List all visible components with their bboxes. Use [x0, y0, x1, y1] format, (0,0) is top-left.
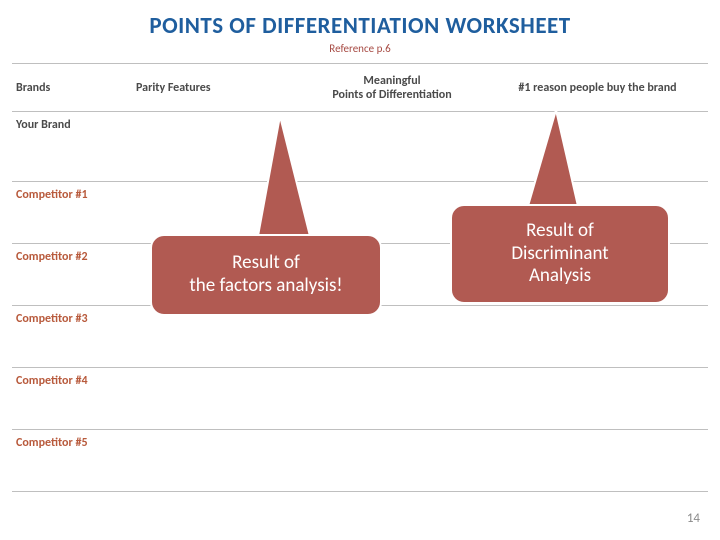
row-label-competitor-1: Competitor #1 — [12, 182, 132, 202]
table-row: Your Brand — [12, 112, 708, 182]
col-reason: #1 reason people buy the brand — [487, 81, 708, 95]
page-number: 14 — [687, 511, 700, 526]
reference-subtitle: Reference p.6 — [0, 42, 720, 55]
callout-text: Result ofthe factors analysis! — [189, 252, 342, 298]
row-label-competitor-3: Competitor #3 — [12, 306, 132, 326]
callout-text: Result ofDiscriminantAnalysis — [511, 220, 608, 288]
col-diff-top: Meaningful — [297, 74, 487, 88]
row-label-competitor-4: Competitor #4 — [12, 368, 132, 388]
callout-discriminant-analysis: Result ofDiscriminantAnalysis — [450, 204, 670, 304]
worksheet-title: POINTS OF DIFFERENTIATION WORKSHEET — [0, 0, 720, 40]
row-label-competitor-5: Competitor #5 — [12, 430, 132, 450]
col-parity: Parity Features — [132, 81, 297, 95]
table-header-row: Brands Parity Features Meaningful Points… — [12, 64, 708, 112]
col-diff-bottom: Points of Differentiation — [332, 88, 451, 102]
callout-factors-analysis: Result ofthe factors analysis! — [150, 234, 382, 316]
table-row: Competitor #4 — [12, 368, 708, 430]
table-row: Competitor #5 — [12, 430, 708, 492]
col-differentiation: Meaningful Points of Differentiation — [297, 74, 487, 102]
row-label-competitor-2: Competitor #2 — [12, 244, 132, 264]
row-label-your-brand: Your Brand — [12, 112, 132, 132]
col-brands: Brands — [12, 81, 132, 95]
